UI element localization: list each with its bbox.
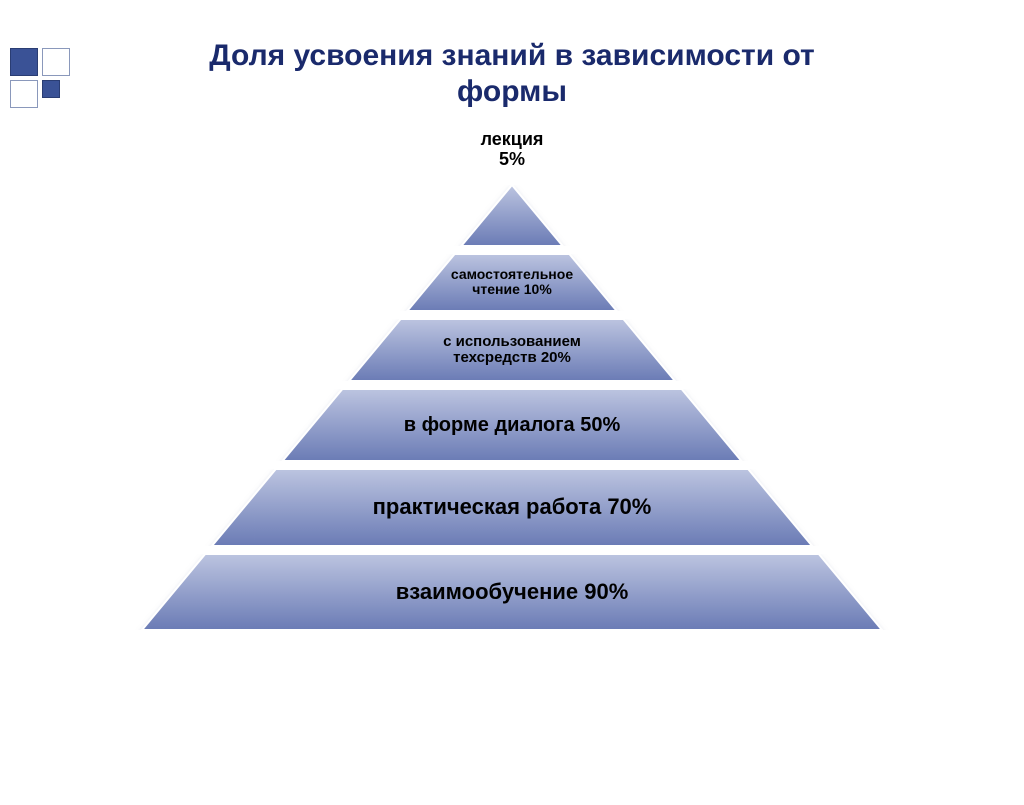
pyramid-level-1: самостоятельноечтение 10% (112, 254, 912, 311)
pyramid-level-0 (112, 185, 912, 246)
learning-pyramid: лекция5% самостоятельноечтение 10% с испол… (112, 130, 912, 650)
pyramid-apex-label: лекция5% (112, 130, 912, 170)
pyramid-level-5: взаимообучение 90% (112, 554, 912, 630)
pyramid-level-3: в форме диалога 50% (112, 389, 912, 461)
page-title: Доля усвоения знаний в зависимости отфор… (0, 38, 1024, 110)
pyramid-level-2: с использованиемтехсредств 20% (112, 319, 912, 381)
pyramid-level-4: практическая работа 70% (112, 469, 912, 546)
corner-decoration (10, 48, 110, 118)
